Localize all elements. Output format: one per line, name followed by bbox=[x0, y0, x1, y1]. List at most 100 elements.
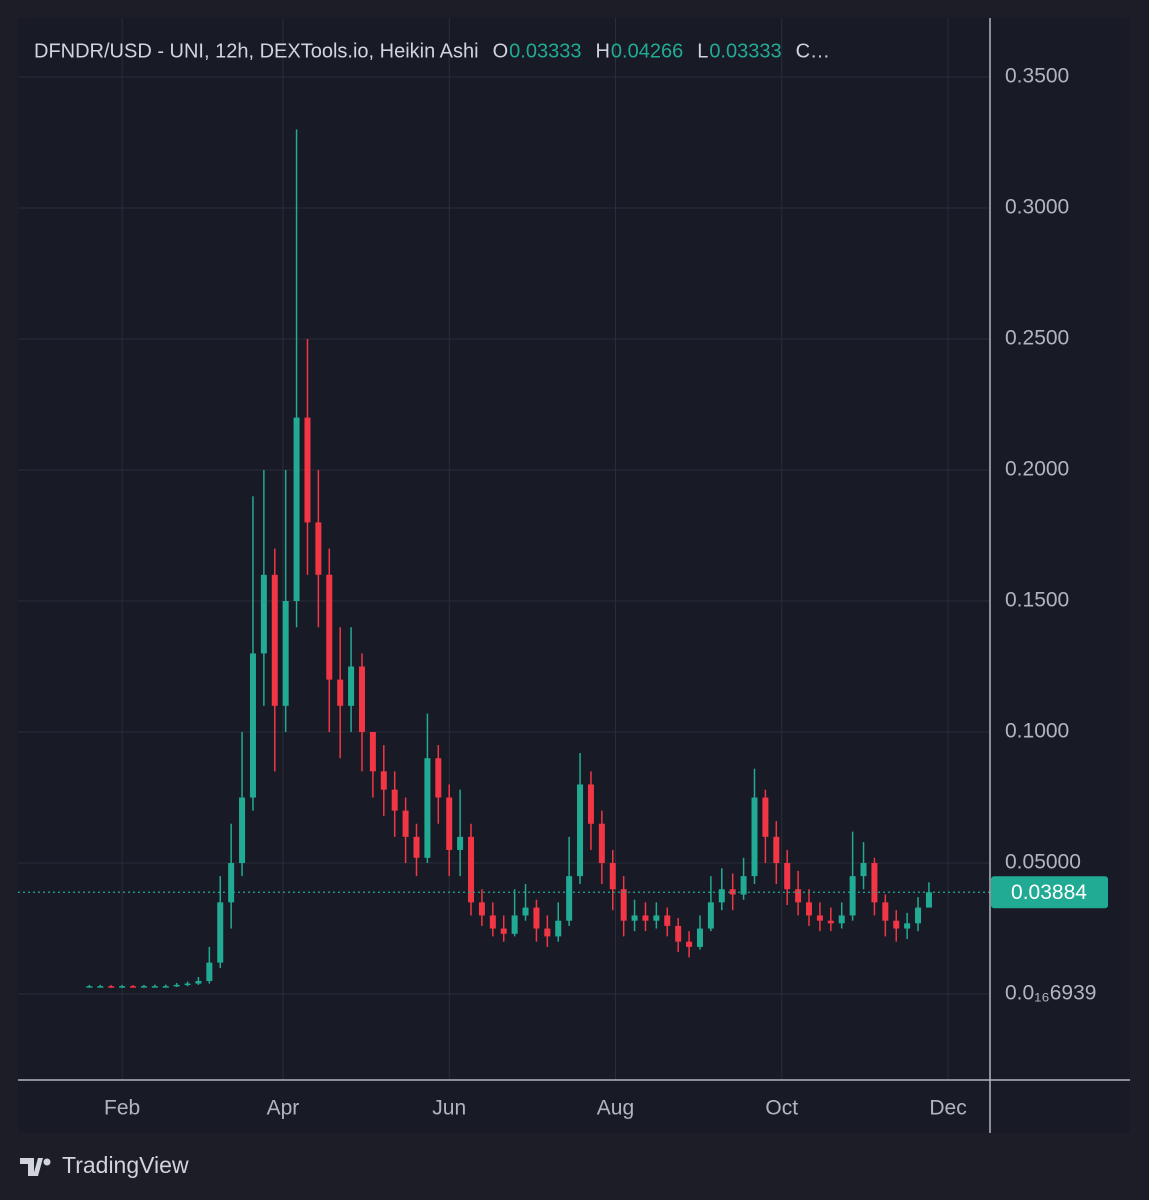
candle-body bbox=[511, 915, 518, 934]
ohlc-key: C… bbox=[796, 40, 830, 62]
y-tick-label: 0.2500 bbox=[1005, 327, 1069, 350]
logo-icon bbox=[20, 1158, 50, 1176]
ohlc-key: H bbox=[595, 40, 609, 62]
candle-body bbox=[838, 915, 845, 924]
candle-body bbox=[544, 928, 551, 937]
candle-body bbox=[239, 797, 246, 864]
candle-body bbox=[631, 915, 638, 921]
candle-body bbox=[915, 907, 922, 924]
candle-body bbox=[577, 784, 584, 877]
candle-body bbox=[642, 915, 649, 921]
candle-body bbox=[446, 797, 453, 850]
candle-body bbox=[740, 876, 747, 895]
ohlc-value: 0.04266 bbox=[611, 40, 683, 62]
candle-body bbox=[249, 653, 256, 798]
candle-body bbox=[151, 986, 158, 988]
y-tick-label: 0.0₁₆6939 bbox=[1005, 982, 1096, 1005]
candle-body bbox=[729, 889, 736, 895]
candle-body bbox=[468, 836, 475, 903]
candle-body bbox=[457, 836, 464, 850]
candle-body bbox=[686, 941, 693, 947]
candle-body bbox=[893, 920, 900, 929]
candle-body bbox=[424, 758, 431, 858]
candle-body bbox=[271, 574, 278, 706]
candle-body bbox=[500, 928, 507, 934]
candle-body bbox=[587, 784, 594, 824]
candle-body bbox=[795, 889, 802, 903]
candle-body bbox=[533, 907, 540, 929]
candle-body bbox=[664, 915, 671, 926]
labels: O 0.03333 H 0.04266 L 0.03333 C…0.0₁₆69390.050… bbox=[104, 40, 1108, 1120]
candle-body bbox=[435, 758, 442, 798]
y-tick-label: 0.3500 bbox=[1005, 65, 1069, 88]
candle-body bbox=[206, 962, 213, 981]
candle-body bbox=[675, 925, 682, 942]
x-tick-label: Apr bbox=[267, 1097, 300, 1120]
candle-body bbox=[86, 986, 93, 988]
candle-body bbox=[140, 986, 147, 988]
candle-body bbox=[478, 902, 485, 916]
candle-body bbox=[391, 789, 398, 811]
chart-title: DFNDR/USD - UNI, 12h, DEXTools.io, Heiki… bbox=[34, 40, 479, 62]
candle-body bbox=[315, 522, 322, 575]
candle-body bbox=[882, 902, 889, 921]
candle-body bbox=[304, 417, 311, 523]
candle-body bbox=[762, 797, 769, 837]
candle-body bbox=[260, 574, 267, 654]
x-tick-label: Feb bbox=[104, 1097, 140, 1120]
candle-body bbox=[217, 902, 224, 963]
chart-panel bbox=[18, 18, 1130, 1133]
candle-body bbox=[380, 771, 387, 790]
candle-body bbox=[489, 915, 496, 929]
candle-body bbox=[860, 863, 867, 877]
candle-body bbox=[162, 986, 169, 988]
candle-body bbox=[707, 902, 714, 929]
candle-body bbox=[620, 889, 627, 921]
x-tick-label: Dec bbox=[929, 1097, 966, 1120]
candle-body bbox=[119, 986, 126, 988]
candle-body bbox=[653, 915, 660, 921]
y-tick-label: 0.1500 bbox=[1005, 589, 1069, 612]
ohlc-value: 0.03333 bbox=[709, 40, 781, 62]
candle-body bbox=[566, 876, 573, 921]
candle-body bbox=[228, 863, 235, 903]
brand: TradingView bbox=[62, 1152, 189, 1178]
candle-body bbox=[784, 863, 791, 890]
candle-body bbox=[806, 902, 813, 916]
candle-body bbox=[751, 797, 758, 877]
candle-body bbox=[609, 863, 616, 890]
candle-body bbox=[849, 876, 856, 916]
candle-body bbox=[282, 601, 289, 706]
candle-body bbox=[337, 679, 344, 706]
candle-body bbox=[130, 986, 137, 988]
candle-body bbox=[827, 920, 834, 924]
candle-body bbox=[696, 928, 703, 947]
y-tick-label: 0.2000 bbox=[1005, 458, 1069, 481]
candle-body bbox=[816, 915, 823, 921]
logo-dot bbox=[43, 1158, 51, 1166]
tradingview-logo: TradingView bbox=[20, 1152, 189, 1178]
candle-body bbox=[97, 986, 104, 988]
candle-body bbox=[369, 732, 376, 772]
y-tick-label: 0.1000 bbox=[1005, 720, 1069, 743]
x-tick-label: Jun bbox=[432, 1097, 466, 1120]
candle-body bbox=[925, 892, 932, 908]
candle-body bbox=[522, 907, 529, 916]
candle-body bbox=[348, 666, 355, 706]
candle-body bbox=[555, 920, 562, 937]
last-price-label: 0.03884 bbox=[1011, 881, 1087, 904]
y-tick-label: 0.3000 bbox=[1005, 196, 1069, 219]
candle-body bbox=[871, 863, 878, 903]
y-tick-label: 0.05000 bbox=[1005, 851, 1081, 874]
candle-body bbox=[358, 666, 365, 733]
candle-body bbox=[173, 984, 180, 987]
ohlc-key: L bbox=[697, 40, 708, 62]
candle-body bbox=[718, 889, 725, 903]
candle-body bbox=[293, 417, 300, 602]
x-tick-label: Aug bbox=[597, 1097, 634, 1120]
candles bbox=[18, 129, 990, 988]
last-price-box bbox=[991, 876, 1108, 909]
candle-body bbox=[184, 983, 191, 986]
